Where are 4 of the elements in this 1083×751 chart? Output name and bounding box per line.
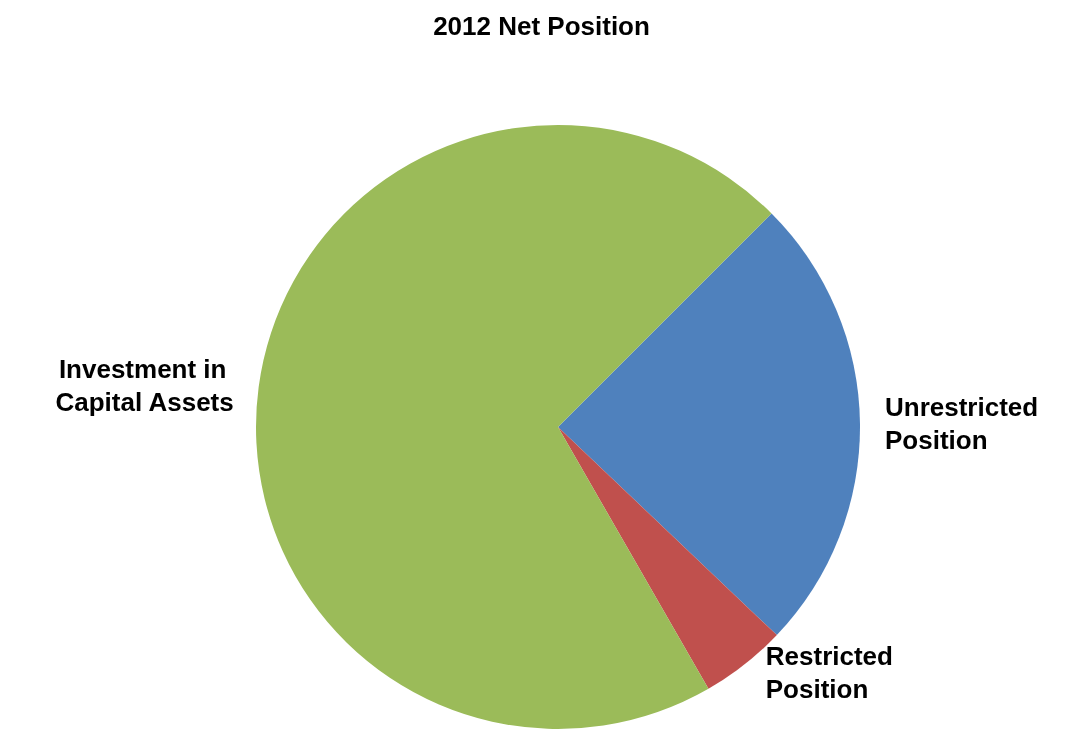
slice-label: Investment in Capital Assets [55, 354, 234, 418]
chart-title: 2012 Net Position [433, 11, 650, 41]
slice-label: Restricted Position [765, 640, 901, 704]
slice-label: Unrestricted Position [884, 391, 1046, 455]
